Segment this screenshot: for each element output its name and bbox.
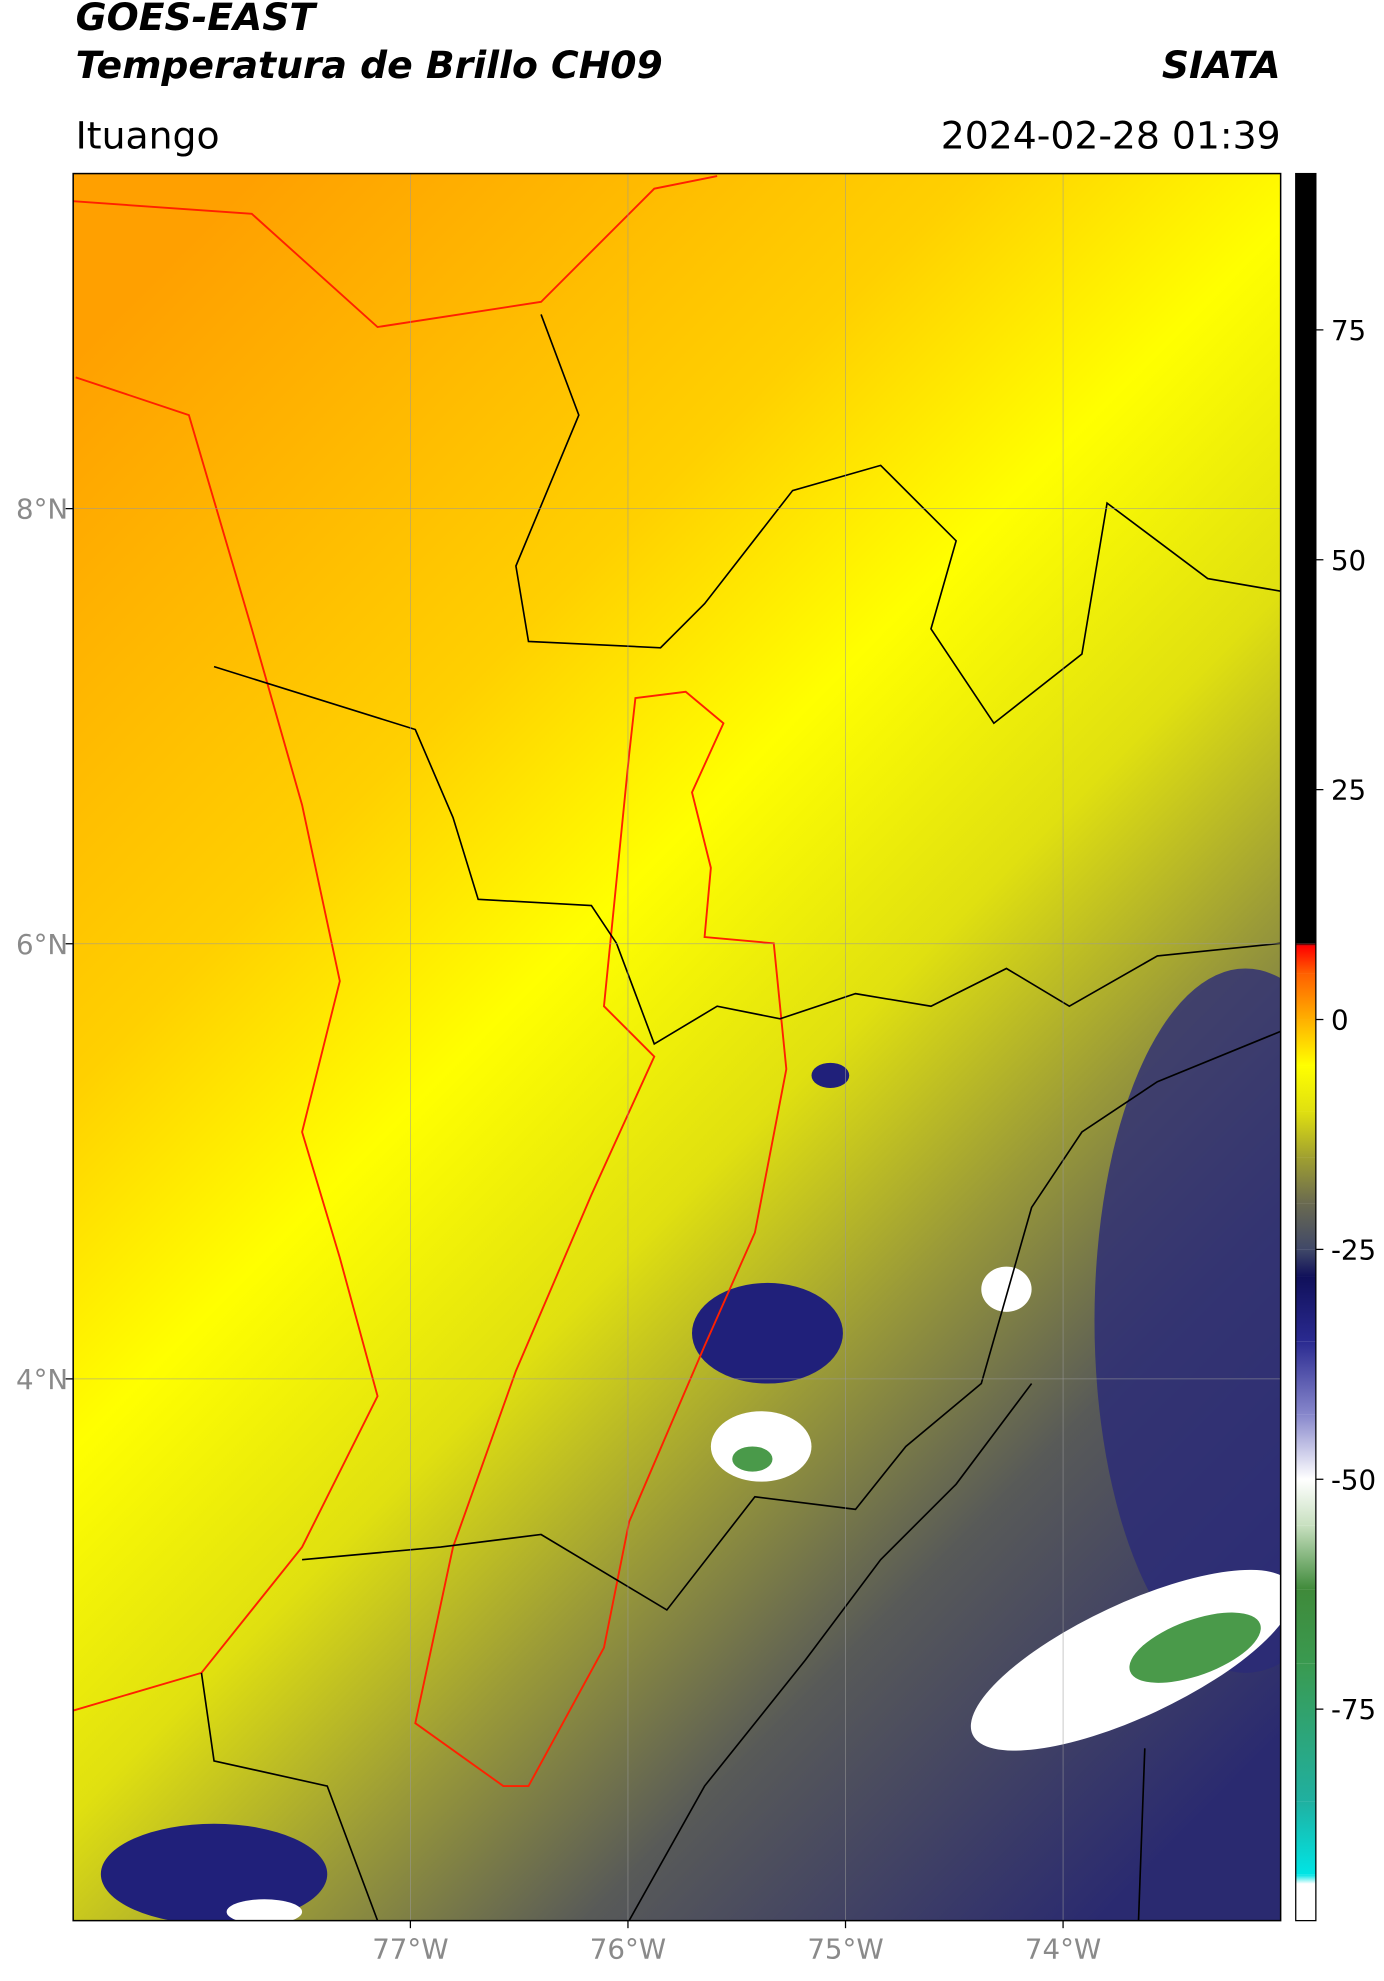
colorbar-tick-label: 25 (1331, 774, 1366, 807)
colorbar-segment (1295, 1249, 1316, 1277)
colorbar-segment (1295, 1276, 1316, 1342)
boundary (302, 1030, 1281, 1612)
y-tick-label: 8°N (16, 493, 68, 526)
colorbar-tick-label: 75 (1331, 314, 1366, 347)
colorbar-segment (1295, 1525, 1316, 1590)
location: Ituango (76, 113, 220, 157)
colorbar-segment (1295, 1663, 1316, 1802)
cloud (811, 1062, 850, 1088)
colorbar-segment (1295, 1065, 1316, 1112)
boundary (1137, 1748, 1146, 1921)
boundary (200, 1672, 379, 1921)
x-tick-label: 76°W (590, 1932, 666, 1965)
basin-outline (414, 690, 788, 1787)
colorbar-tick-label: -75 (1331, 1693, 1376, 1726)
colorbar-segment (1295, 945, 1316, 974)
title: GOES-EAST (76, 0, 319, 39)
colorbar-segment (1295, 1157, 1316, 1204)
coastline (73, 376, 379, 1712)
source: SIATA (1162, 43, 1281, 87)
colorbar-segment (1295, 943, 1316, 946)
y-tick-label: 6°N (16, 928, 68, 961)
colorbar-segment (1295, 1589, 1316, 1664)
cloud (692, 1282, 843, 1384)
colorbar-tick-label: 0 (1331, 1004, 1349, 1037)
colorbar-segment (1295, 1874, 1316, 1884)
timestamp: 2024-02-28 01:39 (941, 113, 1281, 157)
colorbar (1295, 173, 1316, 1921)
cloud (1129, 1612, 1261, 1683)
colorbar-segment (1295, 1111, 1316, 1158)
colorbar-segment (1295, 1479, 1316, 1526)
x-tick-label: 75°W (807, 1932, 883, 1965)
cloud (1094, 968, 1281, 1673)
colorbar-segment (1295, 1883, 1316, 1921)
map-frame (72, 172, 1282, 1922)
boundary (628, 1383, 1033, 1921)
colorbar-tick-label: 50 (1331, 544, 1366, 577)
grid (73, 173, 1281, 1921)
subtitle: Temperatura de Brillo CH09 (76, 43, 663, 87)
colorbar-segment (1295, 973, 1316, 1020)
colorbar-segment (1295, 1801, 1316, 1875)
cloud (981, 1266, 1032, 1312)
colorbar-segment (1295, 1019, 1316, 1066)
x-tick-label: 77°W (372, 1932, 448, 1965)
coastline (73, 175, 718, 329)
colorbar-segment (1295, 173, 1316, 944)
cloud (226, 1899, 303, 1921)
colorbar-segment (1295, 1341, 1316, 1415)
colorbar-segment (1295, 1414, 1316, 1480)
cloud (732, 1446, 773, 1472)
cloud (710, 1411, 812, 1482)
colorbar-frame (1295, 172, 1317, 1922)
colorbar-tick-label: -25 (1331, 1233, 1376, 1266)
x-tick-label: 74°W (1025, 1932, 1101, 1965)
colorbar-tick-label: -50 (1331, 1463, 1376, 1496)
boundary (515, 314, 1281, 725)
boundary (213, 665, 1281, 1046)
cloud (100, 1823, 328, 1921)
colorbar-segment (1295, 1203, 1316, 1250)
map-image (73, 173, 1281, 1921)
y-tick-label: 4°N (16, 1363, 68, 1396)
